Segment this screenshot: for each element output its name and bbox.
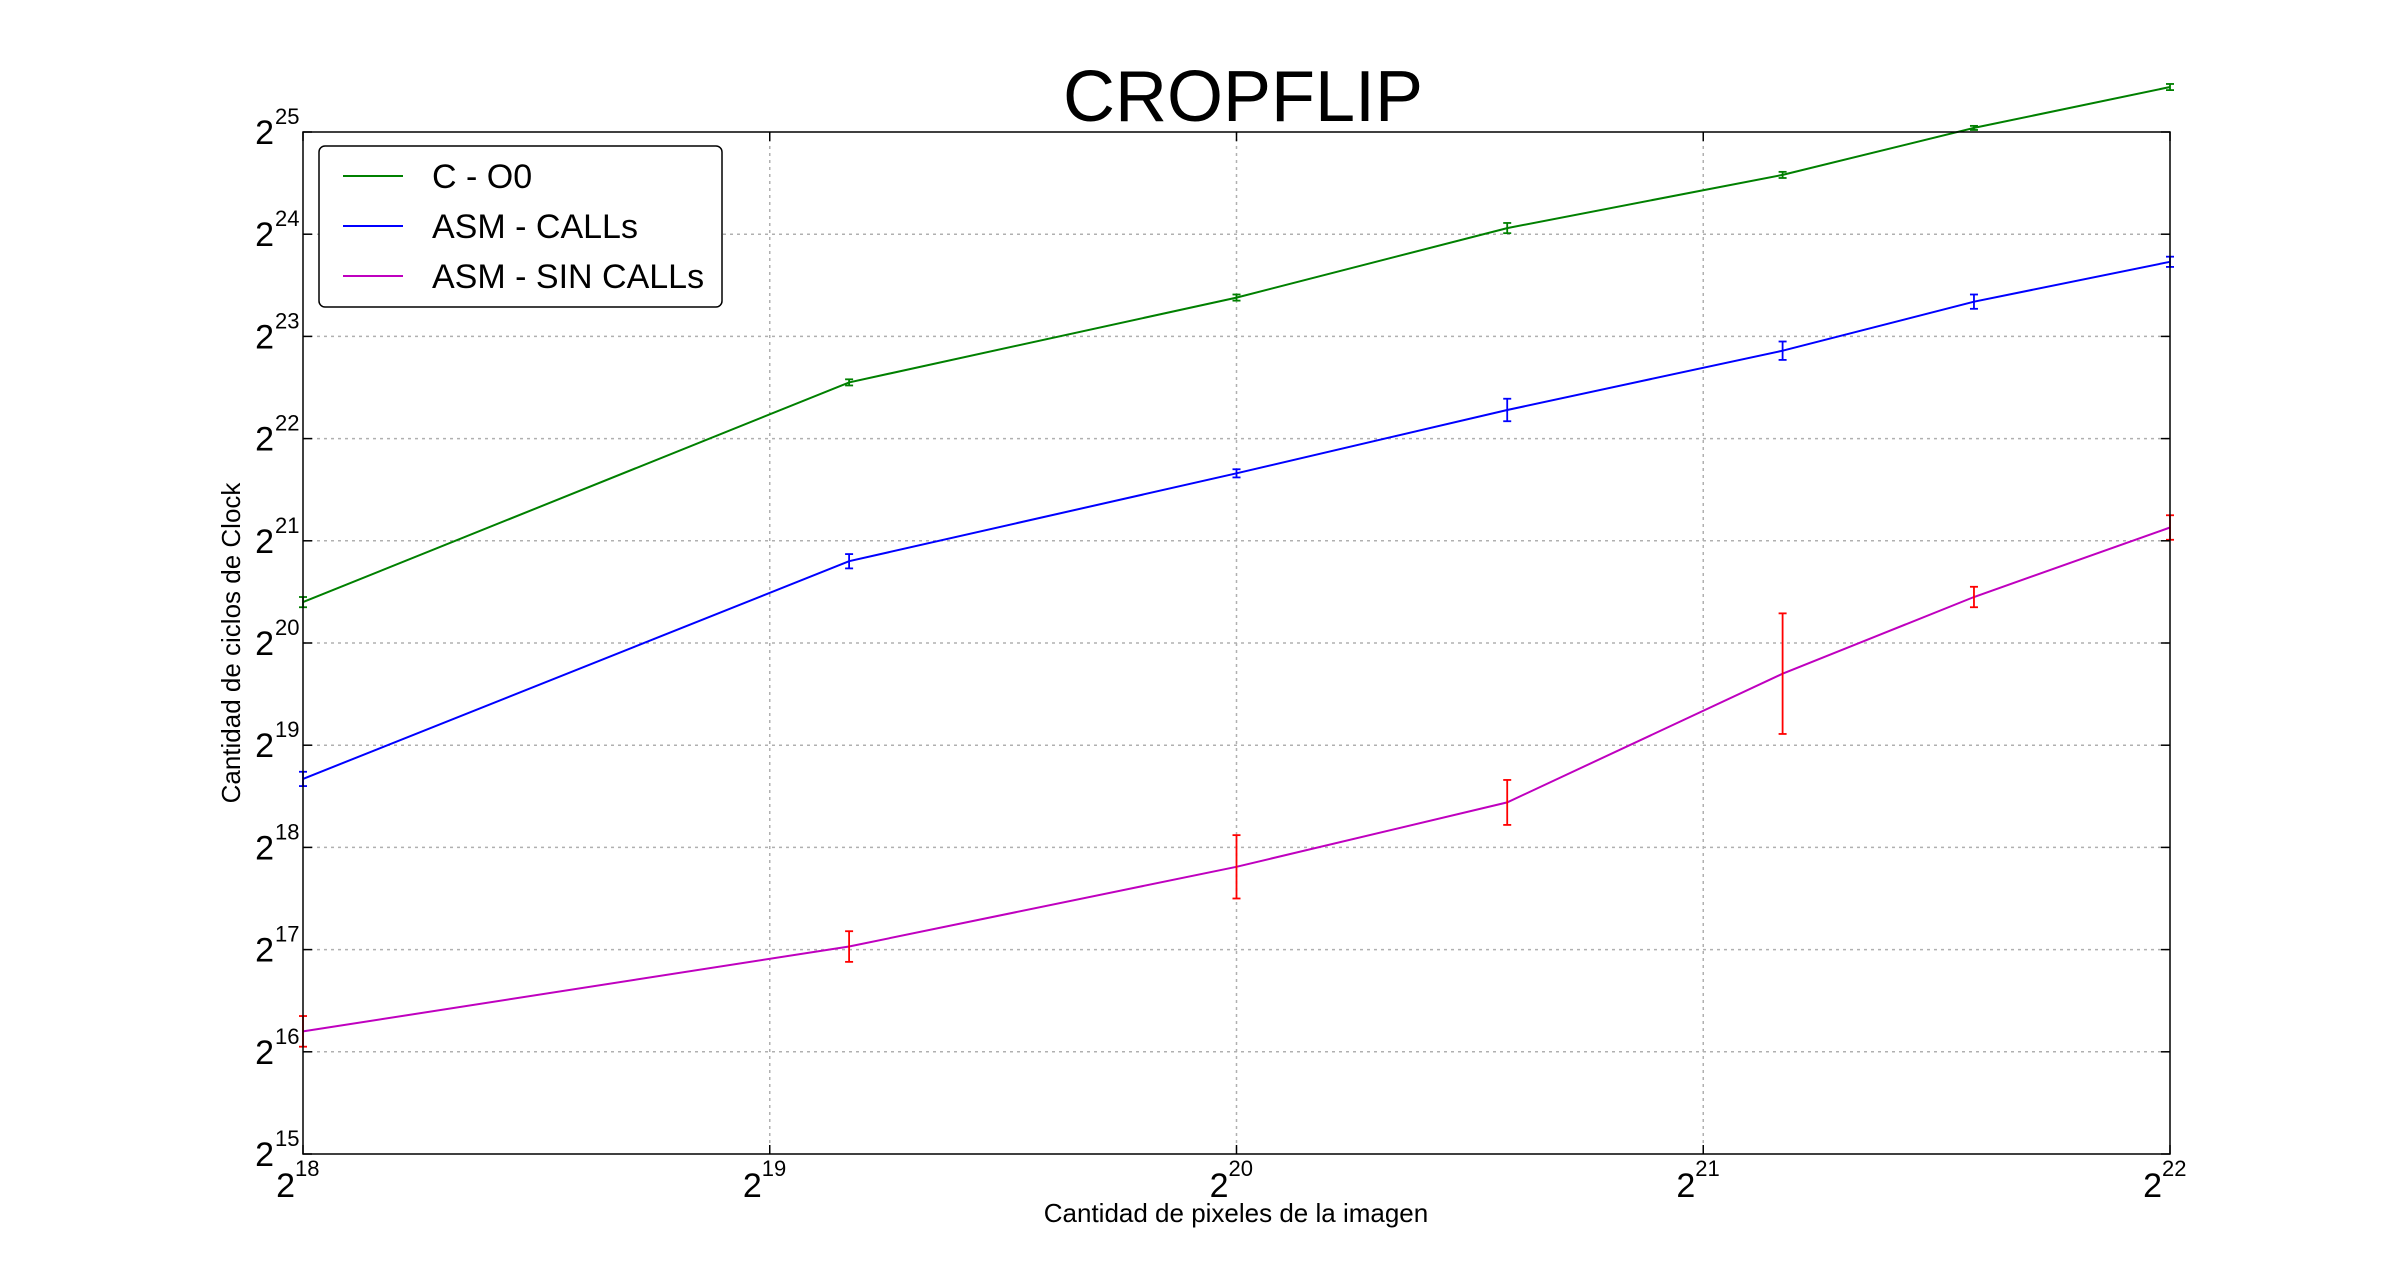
y-tick-base: 2 bbox=[255, 727, 274, 765]
error-bar bbox=[1232, 293, 1241, 302]
y-tick-exp: 16 bbox=[275, 1024, 299, 1049]
error-bar bbox=[1232, 834, 1241, 900]
error-bar bbox=[845, 378, 854, 387]
ticks-layer: 2 18 2 19 2 20 2 21 2 222 152 162 172 182 192 202 212 222… bbox=[255, 104, 2186, 1205]
x-tick-label: 2 22 bbox=[2143, 1156, 2186, 1205]
y-tick-label: 2 23 bbox=[255, 308, 299, 356]
y-tick-label: 2 25 bbox=[255, 104, 299, 152]
legend-item: C - O0 bbox=[343, 158, 532, 196]
y-tick-base: 2 bbox=[255, 114, 274, 152]
error-bar bbox=[1969, 293, 1978, 310]
x-tick-label: 2 18 bbox=[276, 1156, 319, 1205]
x-axis-label: Cantidad de pixeles de la imagen bbox=[1044, 1198, 1428, 1228]
series-1 bbox=[299, 83, 2174, 609]
y-tick-label: 2 22 bbox=[255, 411, 299, 459]
legend-box bbox=[318, 145, 723, 308]
x-tick-label: 2 21 bbox=[1676, 1156, 1719, 1205]
x-tick-base: 2 bbox=[2143, 1167, 2162, 1205]
y-tick-exp: 15 bbox=[275, 1126, 299, 1151]
x-tick-label: 2 20 bbox=[1210, 1156, 1253, 1205]
error-bar bbox=[1969, 124, 1978, 131]
error-bar bbox=[1503, 397, 1512, 423]
y-tick-exp: 21 bbox=[275, 513, 299, 538]
y-tick-label: 2 19 bbox=[255, 717, 299, 765]
y-tick-label: 2 16 bbox=[255, 1024, 299, 1072]
x-tick-base: 2 bbox=[1676, 1167, 1695, 1205]
y-tick-exp: 22 bbox=[275, 411, 299, 436]
legend-label: ASM - CALLs bbox=[432, 208, 638, 246]
y-tick-base: 2 bbox=[255, 932, 274, 970]
error-bar bbox=[845, 930, 854, 963]
series-3 bbox=[299, 514, 2174, 1048]
error-bar bbox=[1969, 585, 1978, 609]
series-layer bbox=[299, 83, 2174, 1048]
y-tick-exp: 25 bbox=[275, 104, 299, 129]
error-bar bbox=[1503, 222, 1512, 235]
y-tick-label: 2 20 bbox=[255, 615, 299, 663]
y-tick-exp: 24 bbox=[275, 206, 299, 231]
y-axis-label: Cantidad de ciclos de Clock bbox=[216, 482, 246, 804]
x-tick-exp: 19 bbox=[762, 1156, 786, 1181]
chart-title: CROPFLIP bbox=[1063, 57, 1423, 137]
y-tick-label: 2 17 bbox=[255, 922, 299, 970]
legend-label: ASM - SIN CALLs bbox=[432, 258, 704, 296]
x-tick-exp: 21 bbox=[1695, 1156, 1719, 1181]
error-bar bbox=[845, 553, 854, 570]
y-tick-label: 2 15 bbox=[255, 1126, 299, 1174]
legend-label: C - O0 bbox=[432, 158, 532, 196]
y-tick-base: 2 bbox=[255, 421, 274, 459]
y-tick-base: 2 bbox=[255, 1136, 274, 1174]
y-tick-exp: 20 bbox=[275, 615, 299, 640]
error-bar bbox=[1232, 468, 1241, 479]
y-tick-base: 2 bbox=[255, 523, 274, 561]
legend: C - O0 ASM - CALLs ASM - SIN CALLs bbox=[318, 145, 723, 308]
error-bar bbox=[1778, 340, 1787, 361]
error-bar bbox=[2166, 83, 2174, 91]
legend-item: ASM - CALLs bbox=[343, 208, 638, 246]
y-tick-label: 2 21 bbox=[255, 513, 299, 561]
x-tick-exp: 22 bbox=[2162, 1156, 2186, 1181]
x-tick-base: 2 bbox=[1210, 1167, 1229, 1205]
y-tick-exp: 18 bbox=[275, 819, 299, 844]
y-tick-exp: 23 bbox=[275, 308, 299, 333]
error-bar bbox=[1778, 612, 1787, 735]
y-tick-base: 2 bbox=[255, 625, 274, 663]
y-tick-base: 2 bbox=[255, 1034, 274, 1072]
y-tick-base: 2 bbox=[255, 829, 274, 867]
y-tick-base: 2 bbox=[255, 318, 274, 356]
y-tick-exp: 19 bbox=[275, 717, 299, 742]
y-tick-label: 2 18 bbox=[255, 819, 299, 867]
x-tick-base: 2 bbox=[743, 1167, 762, 1205]
y-tick-base: 2 bbox=[255, 216, 274, 254]
y-tick-label: 2 24 bbox=[255, 206, 299, 254]
x-tick-exp: 18 bbox=[295, 1156, 319, 1181]
error-bar bbox=[1778, 170, 1787, 179]
x-tick-base: 2 bbox=[276, 1167, 295, 1205]
y-tick-exp: 17 bbox=[275, 922, 299, 947]
error-bar bbox=[1503, 779, 1512, 826]
x-tick-exp: 20 bbox=[1229, 1156, 1253, 1181]
legend-item: ASM - SIN CALLs bbox=[343, 258, 704, 296]
x-tick-label: 2 19 bbox=[743, 1156, 786, 1205]
